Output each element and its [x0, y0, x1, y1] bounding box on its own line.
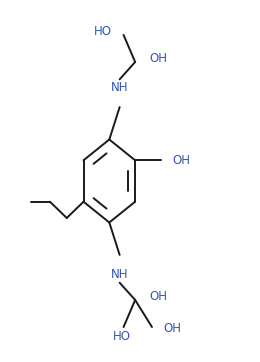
Text: OH: OH [173, 154, 191, 167]
Text: NH: NH [111, 81, 128, 94]
Text: OH: OH [150, 52, 167, 65]
Text: OH: OH [164, 322, 182, 335]
Text: HO: HO [94, 25, 112, 38]
Text: OH: OH [150, 290, 167, 303]
Text: HO: HO [113, 329, 131, 342]
Text: NH: NH [111, 268, 128, 281]
